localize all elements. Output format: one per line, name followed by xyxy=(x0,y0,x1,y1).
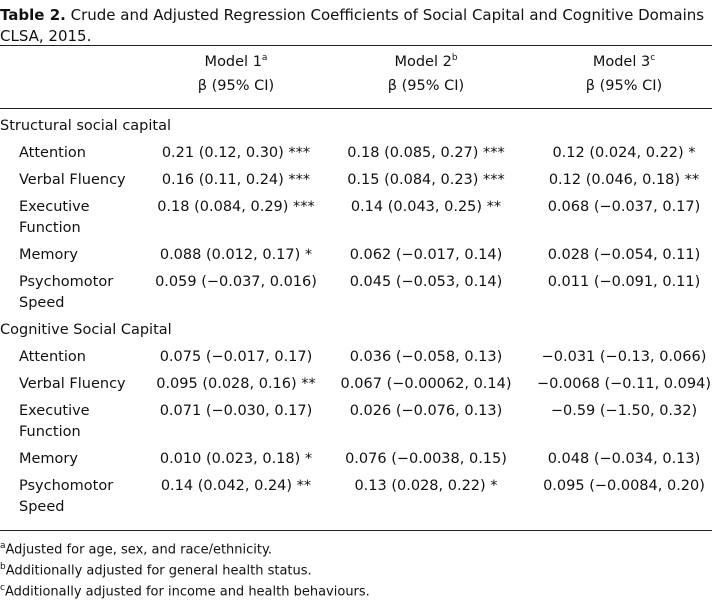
model-note: c xyxy=(650,53,656,63)
footnote: bAdditionally adjusted for general healt… xyxy=(0,562,312,578)
cell: 0.12 (0.024, 0.22) * xyxy=(552,145,696,161)
model-note: a xyxy=(261,53,268,63)
table-label: Table 2. xyxy=(0,6,66,24)
footnote-mark: b xyxy=(0,562,6,572)
cell: 0.21 (0.12, 0.30) *** xyxy=(161,145,311,161)
cell: 0.14 (0.042, 0.24) ** xyxy=(160,478,312,494)
label-line: Executive xyxy=(19,403,90,419)
row-label: Psychomotor Speed xyxy=(19,272,113,314)
cell: 0.12 (0.046, 0.18) ** xyxy=(548,172,700,188)
label-line: Speed xyxy=(19,499,65,515)
cell: 0.13 (0.028, 0.22) * xyxy=(354,478,498,494)
top-rule xyxy=(0,45,712,46)
column-header: Model 1a xyxy=(205,53,268,70)
label-line: Psychomotor xyxy=(19,274,114,290)
row-label: Verbal Fluency xyxy=(19,170,126,191)
footnote-text: Additionally adjusted for general health… xyxy=(5,563,312,579)
row-label: Memory xyxy=(19,449,78,470)
column-header: Model 3c xyxy=(593,53,655,70)
cell: 0.15 (0.084, 0.23) *** xyxy=(347,172,505,188)
cell: 0.059 (−0.037, 0.016) xyxy=(155,274,317,290)
section-title: Cognitive Social Capital xyxy=(0,322,172,338)
label-line: Memory xyxy=(19,451,78,467)
cell: 0.011 (−0.091, 0.11) xyxy=(547,274,701,290)
label-line: Speed xyxy=(19,295,65,311)
cell: 0.071 (−0.030, 0.17) xyxy=(159,403,313,419)
row-label: Verbal Fluency xyxy=(19,374,126,395)
ci-header: β (95% CI) xyxy=(585,78,663,94)
cell: −0.59 (−1.50, 0.32) xyxy=(550,403,698,419)
cell: 0.14 (0.043, 0.25) ** xyxy=(350,199,502,215)
footnote-mark: a xyxy=(0,541,6,551)
bottom-rule xyxy=(0,530,712,531)
cell: 0.18 (0.085, 0.27) *** xyxy=(347,145,505,161)
label-line: Memory xyxy=(19,247,78,263)
footnote: cAdditionally adjusted for income and he… xyxy=(0,583,370,599)
cell: 0.045 (−0.053, 0.14) xyxy=(349,274,503,290)
cell: 0.068 (−0.037, 0.17) xyxy=(547,199,701,215)
cell: 0.095 (0.028, 0.16) ** xyxy=(156,376,316,392)
section-title: Structural social capital xyxy=(0,118,172,134)
label-line: Verbal Fluency xyxy=(19,172,126,188)
row-label: Psychomotor Speed xyxy=(19,476,113,518)
cell: 0.16 (0.11, 0.24) *** xyxy=(161,172,311,188)
title-text: CLSA, 2015. xyxy=(0,27,92,45)
cell: 0.076 (−0.0038, 0.15) xyxy=(345,451,507,467)
cell: 0.067 (−0.00062, 0.14) xyxy=(340,376,512,392)
label-line: Verbal Fluency xyxy=(19,376,126,392)
cell: 0.026 (−0.076, 0.13) xyxy=(349,403,503,419)
footnote-mark: c xyxy=(0,583,5,593)
header-rule xyxy=(0,108,712,109)
model-name: Model 3 xyxy=(592,53,651,70)
cell: 0.095 (−0.0084, 0.20) xyxy=(543,478,705,494)
footnote: aAdjusted for age, sex, and race/ethnici… xyxy=(0,541,272,557)
model-name: Model 1 xyxy=(204,53,262,70)
title-line: CLSA, 2015. xyxy=(0,27,91,45)
label-line: Function xyxy=(19,424,81,440)
row-label: Memory xyxy=(19,245,78,266)
model-note: b xyxy=(451,53,458,63)
title-text: Crude and Adjusted Regression Coefficien… xyxy=(70,6,705,24)
cell: 0.036 (−0.058, 0.13) xyxy=(349,349,503,365)
cell: 0.088 (0.012, 0.17) * xyxy=(159,247,313,263)
title-line: Table 2. Crude and Adjusted Regression C… xyxy=(0,6,704,24)
row-label: Attention xyxy=(19,347,86,368)
cell: 0.028 (−0.054, 0.11) xyxy=(547,247,701,263)
cell: 0.048 (−0.034, 0.13) xyxy=(547,451,701,467)
cell: −0.0068 (−0.11, 0.094) xyxy=(537,376,711,392)
cell: 0.062 (−0.017, 0.14) xyxy=(349,247,503,263)
row-label: Attention xyxy=(19,143,86,164)
label-line: Attention xyxy=(19,349,86,365)
cell: 0.075 (−0.017, 0.17) xyxy=(159,349,313,365)
row-label: Executive Function xyxy=(19,401,90,443)
ci-header: β (95% CI) xyxy=(387,78,465,94)
label-line: Executive xyxy=(19,199,90,215)
ci-header: β (95% CI) xyxy=(197,78,275,94)
label-line: Function xyxy=(19,220,81,236)
row-label: Executive Function xyxy=(19,197,90,239)
cell: −0.031 (−0.13, 0.066) xyxy=(541,349,707,365)
label-line: Attention xyxy=(19,145,86,161)
label-line: Psychomotor xyxy=(19,478,114,494)
footnote-text: Adjusted for age, sex, and race/ethnicit… xyxy=(5,542,272,558)
cell: 0.18 (0.084, 0.29) *** xyxy=(157,199,315,215)
model-name: Model 2 xyxy=(394,53,452,70)
cell: 0.010 (0.023, 0.18) * xyxy=(159,451,313,467)
column-header: Model 2b xyxy=(394,53,457,70)
footnote-text: Additionally adjusted for income and hea… xyxy=(4,584,370,600)
